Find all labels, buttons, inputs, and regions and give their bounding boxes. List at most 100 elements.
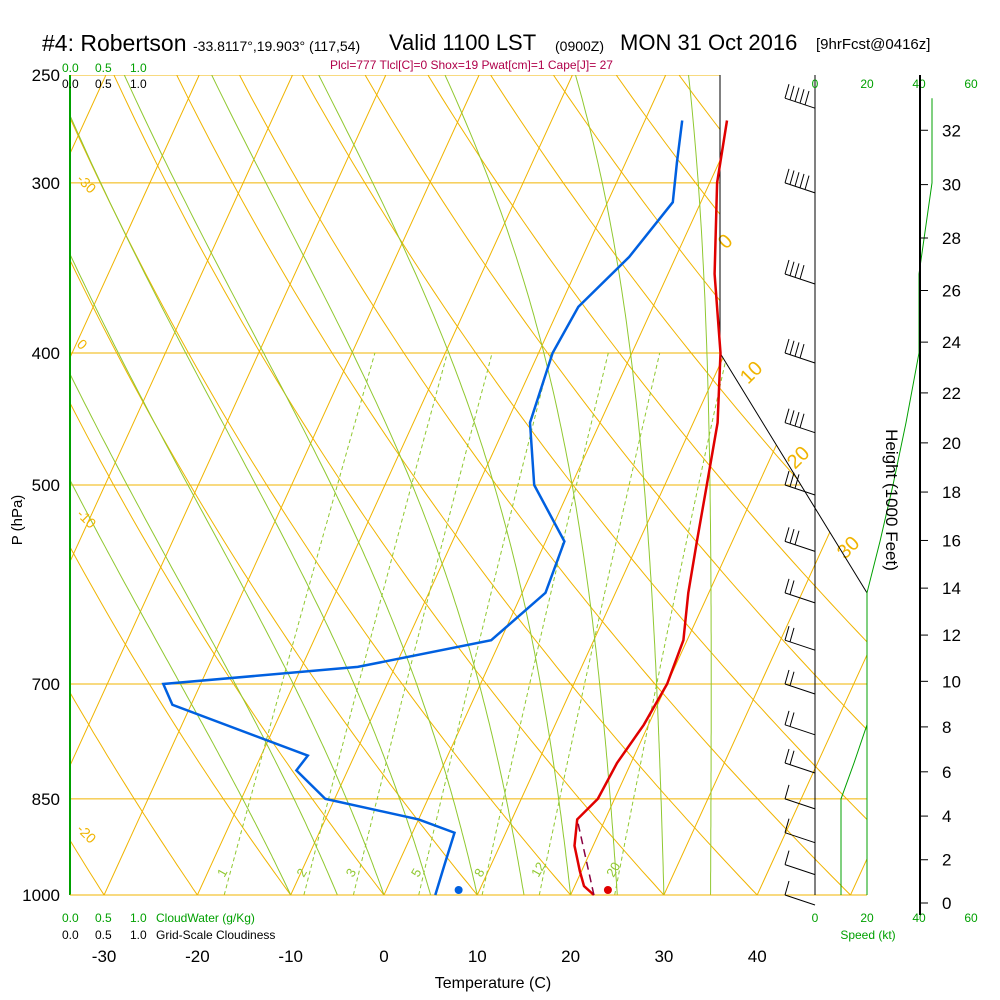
- x-axis-label: Temperature (C): [435, 975, 551, 992]
- cloud-water-bottom-tick: 0.5: [95, 911, 112, 925]
- wind-barb-flag: [784, 784, 790, 800]
- temperature-tick-label: -20: [185, 947, 210, 966]
- dry-adiabat-label: -10: [74, 506, 100, 532]
- wind-barb-flag: [789, 712, 795, 727]
- temperature-tick-label: 20: [561, 947, 580, 966]
- wind-barb-flag: [789, 671, 795, 686]
- height-tick-label: 18: [942, 483, 961, 502]
- cloud-water-top-tick: 0.0: [62, 61, 79, 75]
- forecast-tag: [9hrFcst@0416z]: [816, 36, 931, 53]
- height-tick-label: 20: [942, 434, 961, 453]
- isotherm-line: [70, 75, 293, 895]
- wind-barb-flag: [789, 627, 795, 643]
- temperature-tick-label: -30: [92, 947, 117, 966]
- station-coords: -33.8117°,19.903° (117,54): [193, 38, 361, 54]
- y-axis-label: P (hPa): [9, 495, 26, 546]
- dry-adiabat: [0, 75, 11, 895]
- cloudiness-label: Grid-Scale Cloudiness: [156, 928, 275, 942]
- mixing-ratio-label: 20: [603, 859, 623, 879]
- speed-bottom-tick: 40: [912, 911, 926, 925]
- height-axis-label: Height (1000 Feet): [882, 429, 901, 571]
- wind-barb-flag: [784, 818, 790, 833]
- dry-adiabat-label: 0: [714, 230, 737, 253]
- height-tick-label: 30: [942, 176, 961, 195]
- wind-barb: [784, 762, 816, 774]
- wind-barb-flag: [789, 750, 795, 765]
- wind-barb-flag: [794, 263, 800, 278]
- moist-adiabat: [318, 75, 572, 895]
- wind-barb-flag: [789, 261, 795, 276]
- isotherm-line: [290, 75, 667, 895]
- wind-barb-flag: [784, 168, 790, 183]
- zulu-time: (0900Z): [555, 38, 605, 54]
- moist-adiabat: [70, 75, 385, 895]
- dry-adiabat-label: -20: [74, 821, 100, 847]
- speed-top-tick: 60: [964, 77, 978, 91]
- moist-adiabat: [211, 75, 525, 895]
- dry-adiabat: [239, 75, 851, 895]
- wind-barb-flag: [799, 264, 805, 280]
- cloudiness-bottom-tick: 0.5: [95, 928, 112, 942]
- height-tick-label: 16: [942, 531, 961, 550]
- thermo-lines: [0, 75, 867, 895]
- temperature-line: [573, 120, 729, 896]
- dry-adiabat: [490, 75, 867, 895]
- wind-barb-flag: [789, 170, 795, 185]
- surface-dewpoint-dot: [454, 886, 463, 894]
- cloudiness-bottom-tick: 0.0: [62, 928, 79, 942]
- height-tick-label: 0: [942, 894, 951, 913]
- wind-barb-flag: [784, 470, 790, 486]
- isotherm-line: [196, 75, 573, 895]
- wind-barb: [784, 832, 816, 844]
- height-tick-label: 2: [942, 851, 951, 870]
- temperature-tick-label: -10: [278, 947, 303, 966]
- temperature-tick-label: 30: [654, 947, 673, 966]
- wind-barb-flag: [789, 528, 795, 544]
- dry-adiabat: [427, 75, 867, 895]
- temperature-tick-label: 10: [468, 947, 487, 966]
- isotherm-line: [103, 75, 480, 895]
- cloudiness-top-tick: 1.0: [130, 77, 147, 91]
- pressure-tick-label: 700: [32, 675, 60, 694]
- moist-adiabat: [70, 75, 338, 895]
- height-tick-label: 14: [942, 579, 961, 598]
- speed-top-tick: 0: [812, 77, 819, 91]
- pressure-tick-label: 250: [32, 66, 60, 85]
- speed-axis-label: Speed (kt): [840, 928, 895, 942]
- wind-barb: [784, 798, 816, 810]
- speed-bottom-tick: 0: [812, 911, 819, 925]
- speed-bottom-tick: 20: [860, 911, 874, 925]
- height-tick-label: 12: [942, 626, 961, 645]
- temperature-tick-label: 0: [379, 947, 388, 966]
- mixing-ratio-line: [614, 352, 728, 895]
- wind-barb-flag: [784, 527, 790, 542]
- dry-adiabat: [70, 75, 385, 895]
- isotherm-line: [383, 75, 760, 895]
- dry-adiabat-label: 0: [74, 336, 91, 353]
- dry-adiabat: [113, 75, 665, 895]
- dry-adiabat: [70, 75, 292, 895]
- wind-barb-flag: [794, 172, 800, 187]
- mixing-ratio-line: [481, 352, 609, 895]
- wind-barb-flag: [794, 474, 800, 489]
- wind-barb-flag: [789, 340, 795, 355]
- wind-barb-flag: [789, 85, 795, 101]
- pressure-tick-label: 1000: [22, 886, 60, 905]
- height-tick-label: 32: [942, 121, 961, 140]
- wind-barb-flag: [784, 259, 790, 275]
- temperature-tick-label: 40: [748, 947, 767, 966]
- wind-barb: [784, 484, 816, 496]
- mixing-ratio-label: 1: [214, 866, 231, 880]
- dry-adiabat-label: 10: [736, 357, 767, 388]
- wind-barb-flag: [784, 626, 790, 641]
- cloud-water-bottom-tick: 1.0: [130, 911, 147, 925]
- valid-date: MON 31 Oct 2016: [620, 30, 798, 55]
- height-tick-label: 10: [942, 672, 961, 691]
- wind-barb-flag: [789, 580, 795, 595]
- dry-adiabat-label: -30: [74, 171, 100, 197]
- height-tick-label: 22: [942, 384, 961, 403]
- wind-barb-flag: [804, 90, 810, 106]
- height-tick-label: 8: [942, 718, 951, 737]
- wind-barb-flag: [784, 850, 790, 865]
- wind-barb-flag: [784, 338, 790, 354]
